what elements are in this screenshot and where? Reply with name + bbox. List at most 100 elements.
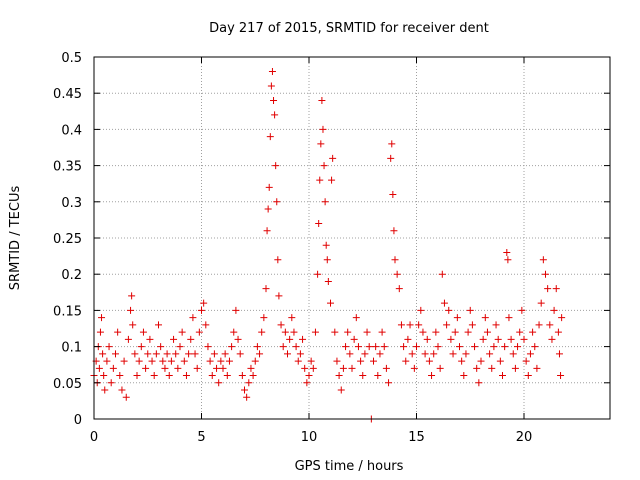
data-point [363, 328, 371, 336]
data-point [428, 372, 436, 380]
data-point [98, 314, 106, 322]
data-point [499, 372, 506, 380]
data-point [359, 372, 367, 380]
data-point [307, 357, 315, 365]
data-point [258, 328, 266, 336]
data-point [96, 328, 104, 336]
data-point [243, 393, 251, 401]
data-point [504, 256, 512, 264]
data-point [191, 350, 199, 358]
data-point [475, 379, 483, 387]
data-point [327, 299, 334, 307]
data-point [449, 350, 457, 358]
y-axis-title: SRMTID / TECUs [8, 186, 23, 291]
data-point [189, 314, 197, 322]
data-point [103, 357, 111, 365]
data-point [142, 364, 150, 372]
data-point [223, 372, 231, 380]
data-point [423, 335, 431, 343]
data-point [462, 350, 470, 358]
data-point [208, 372, 216, 380]
y-tick-label: 0.5 [61, 51, 82, 66]
y-tick-label: 0.4 [61, 123, 82, 138]
data-point [172, 350, 180, 358]
data-point [490, 343, 498, 351]
data-point [263, 227, 271, 235]
y-tick-label: 0.2 [61, 268, 82, 283]
data-point [342, 343, 350, 351]
data-point [370, 357, 377, 365]
data-point [539, 256, 547, 264]
data-point [174, 364, 182, 372]
data-point [309, 364, 317, 372]
data-point [230, 328, 238, 336]
data-point [210, 350, 218, 358]
data-point [505, 314, 513, 322]
data-point [228, 343, 236, 351]
data-point [144, 350, 152, 358]
data-point [501, 343, 509, 351]
data-point [317, 140, 325, 148]
data-point [109, 364, 117, 372]
data-point [206, 357, 214, 365]
data-point [182, 372, 190, 380]
data-point [251, 357, 259, 365]
data-point [116, 372, 124, 380]
data-point [279, 343, 287, 351]
data-point [139, 328, 147, 336]
data-point [241, 386, 248, 394]
data-point [180, 357, 188, 365]
data-point [301, 364, 309, 372]
data-point [323, 256, 331, 264]
data-point [388, 140, 396, 148]
data-point [380, 343, 388, 351]
data-point [471, 343, 479, 351]
data-point [163, 350, 171, 358]
data-point [274, 256, 282, 264]
data-point [391, 256, 399, 264]
data-point [322, 241, 330, 249]
data-point [390, 227, 398, 235]
data-points [90, 67, 566, 423]
data-point [167, 357, 175, 365]
y-tick-label: 0.15 [53, 304, 82, 319]
data-point [354, 343, 362, 351]
data-point [124, 335, 132, 343]
y-tick-label: 0 [74, 413, 82, 428]
data-point [265, 183, 273, 191]
data-point [268, 67, 276, 75]
grid [94, 57, 610, 419]
data-point [155, 321, 162, 329]
data-point [488, 364, 496, 372]
data-point [157, 343, 165, 351]
chart-title: Day 217 of 2015, SRMTID for receiver den… [209, 21, 489, 36]
data-point [129, 321, 137, 329]
data-point [346, 350, 354, 358]
data-point [122, 393, 130, 401]
data-point [542, 270, 549, 278]
data-point [555, 350, 563, 358]
data-point [305, 372, 313, 380]
data-point [516, 328, 524, 336]
data-point [557, 372, 565, 380]
y-tick-label: 0.45 [53, 87, 82, 102]
data-point [202, 321, 210, 329]
data-point [221, 350, 229, 358]
data-point [234, 335, 242, 343]
data-point [128, 292, 136, 300]
data-point [101, 386, 109, 394]
data-point [533, 364, 541, 372]
data-point [509, 350, 517, 358]
data-point [413, 343, 420, 351]
data-point [425, 357, 433, 365]
data-point [558, 314, 566, 322]
data-point [247, 364, 255, 372]
data-point [535, 321, 543, 329]
data-point [511, 364, 519, 372]
data-point [131, 350, 139, 358]
data-point [245, 379, 253, 387]
data-point [294, 357, 302, 365]
data-point [546, 321, 554, 329]
y-tick-label: 0.1 [61, 341, 82, 356]
data-point [225, 357, 233, 365]
